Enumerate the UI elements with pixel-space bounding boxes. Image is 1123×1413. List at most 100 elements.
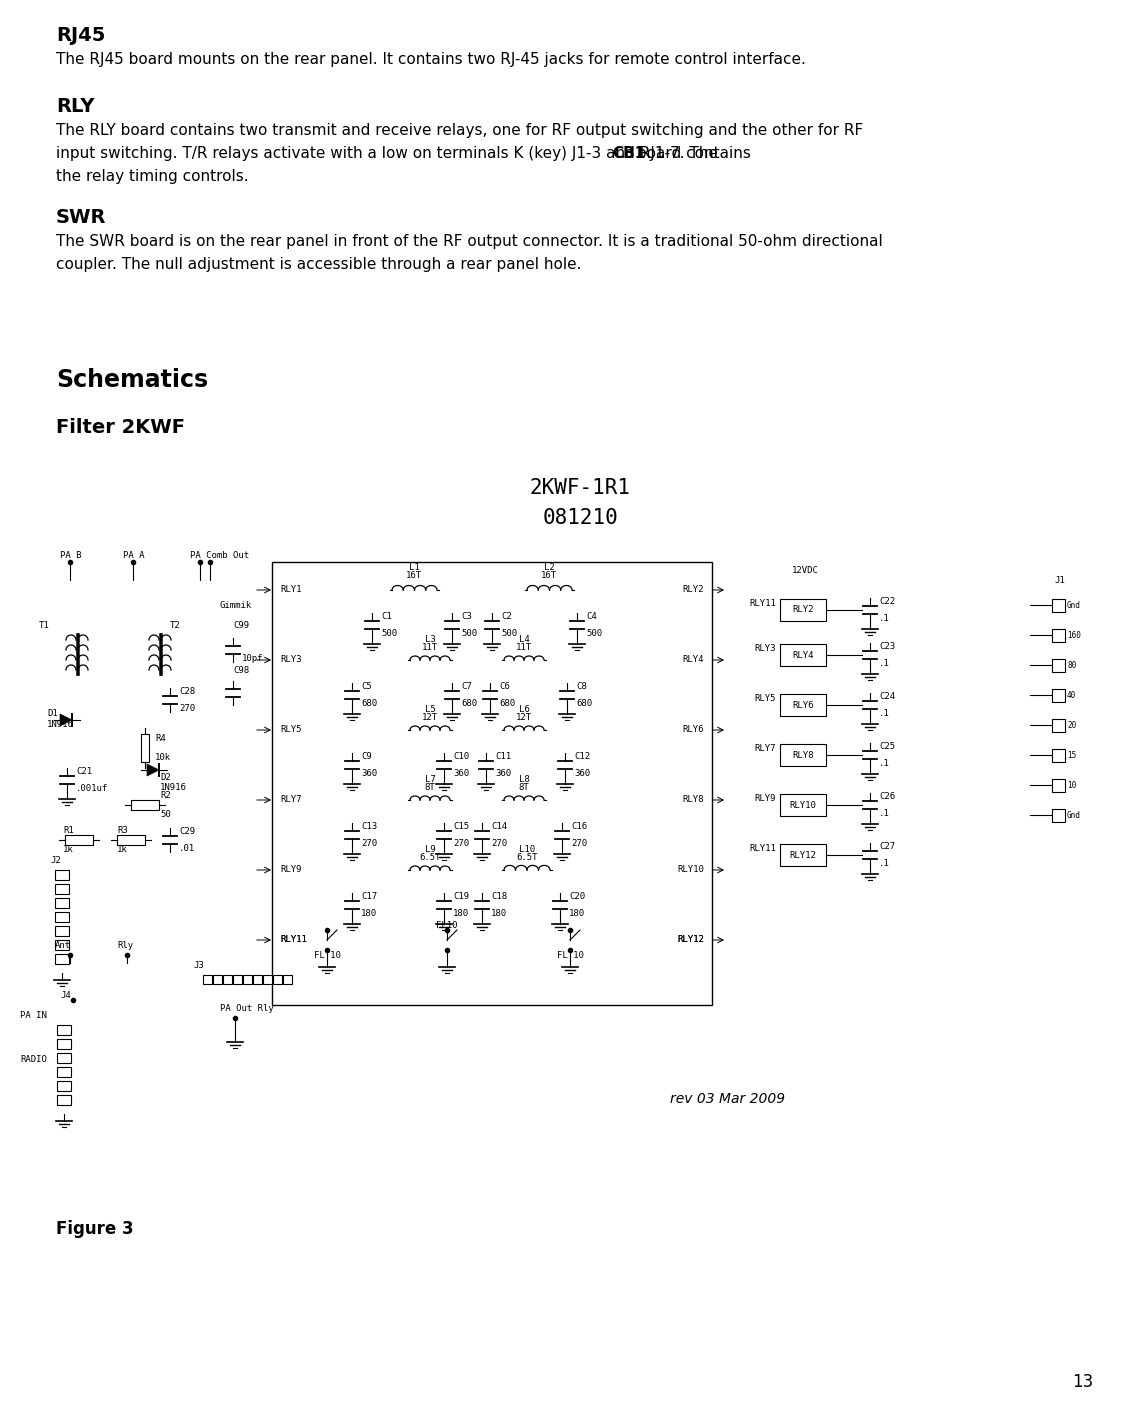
Text: Gnd: Gnd <box>1067 811 1080 820</box>
Text: L10: L10 <box>519 845 535 853</box>
Text: .1: .1 <box>879 859 889 868</box>
Bar <box>780 844 827 866</box>
Bar <box>203 975 212 983</box>
Bar <box>57 1053 71 1063</box>
Text: RLY12: RLY12 <box>677 935 704 944</box>
Text: C1: C1 <box>381 612 392 620</box>
Text: C27: C27 <box>879 842 895 851</box>
Text: RLY5: RLY5 <box>755 694 776 704</box>
Text: R4: R4 <box>155 733 166 743</box>
Text: C23: C23 <box>879 642 895 651</box>
Text: 11T: 11T <box>515 643 532 651</box>
Text: input switching. T/R relays activate with a low on terminals K (key) J1-3 and RJ: input switching. T/R relays activate wit… <box>56 146 723 161</box>
Bar <box>1052 658 1065 673</box>
Text: Ant: Ant <box>55 941 71 950</box>
Text: RLY12: RLY12 <box>677 935 704 944</box>
Text: 6.5T: 6.5T <box>517 853 538 862</box>
Text: 12T: 12T <box>515 714 532 722</box>
Text: RJ45: RJ45 <box>56 25 106 45</box>
Text: 500: 500 <box>586 629 602 639</box>
Text: Filter 2KWF: Filter 2KWF <box>56 418 185 437</box>
Text: D1: D1 <box>47 709 57 718</box>
Bar <box>55 899 69 909</box>
Text: T2: T2 <box>170 620 181 630</box>
Text: FL 10: FL 10 <box>313 951 340 959</box>
Bar <box>780 794 827 815</box>
Text: J1: J1 <box>1054 577 1065 585</box>
Text: T1: T1 <box>39 620 51 630</box>
Text: 500: 500 <box>381 629 398 639</box>
Text: RLY11: RLY11 <box>749 844 776 853</box>
Text: .01: .01 <box>179 844 195 853</box>
Bar <box>55 870 69 880</box>
Text: 10pf: 10pf <box>241 654 264 663</box>
Text: PA IN: PA IN <box>20 1010 47 1020</box>
Text: RLY8: RLY8 <box>792 750 814 760</box>
Text: 270: 270 <box>570 839 587 848</box>
Text: RLY11: RLY11 <box>280 935 307 944</box>
Text: Gimmik: Gimmik <box>220 601 253 610</box>
Text: C4: C4 <box>586 612 596 620</box>
Text: C11: C11 <box>495 752 511 762</box>
Text: J3: J3 <box>193 961 203 969</box>
Text: L5: L5 <box>424 705 436 714</box>
Text: .1: .1 <box>879 709 889 718</box>
Text: C18: C18 <box>491 892 508 901</box>
Text: 500: 500 <box>462 629 477 639</box>
Bar <box>1052 629 1065 642</box>
Text: L3: L3 <box>424 634 436 644</box>
Bar <box>1052 749 1065 762</box>
Text: L7: L7 <box>424 774 436 784</box>
Text: 12VDC: 12VDC <box>792 567 819 575</box>
Text: 13: 13 <box>1071 1373 1093 1390</box>
Bar <box>223 975 232 983</box>
Text: RLY9: RLY9 <box>280 866 301 875</box>
Text: 1N916: 1N916 <box>159 783 186 793</box>
Bar <box>283 975 292 983</box>
Text: 11T: 11T <box>422 643 438 651</box>
Text: C17: C17 <box>360 892 377 901</box>
Polygon shape <box>147 764 159 776</box>
Text: .1: .1 <box>879 759 889 769</box>
Polygon shape <box>60 714 72 726</box>
Text: C2: C2 <box>501 612 512 620</box>
Text: PA A: PA A <box>124 551 145 560</box>
Text: C12: C12 <box>574 752 590 762</box>
Text: The RJ45 board mounts on the rear panel. It contains two RJ-45 jacks for remote : The RJ45 board mounts on the rear panel.… <box>56 52 806 66</box>
Text: the relay timing controls.: the relay timing controls. <box>56 170 248 184</box>
Text: FL 10: FL 10 <box>557 951 584 959</box>
Text: L9: L9 <box>424 845 436 853</box>
Text: RADIO: RADIO <box>20 1056 47 1064</box>
Bar <box>213 975 222 983</box>
Bar <box>57 1039 71 1048</box>
Text: C21: C21 <box>76 767 92 776</box>
Text: 15: 15 <box>1067 750 1076 760</box>
Text: SWR: SWR <box>56 208 107 227</box>
Bar <box>117 835 145 845</box>
Text: Gnd: Gnd <box>1067 601 1080 609</box>
Text: board contains: board contains <box>632 146 751 161</box>
Bar <box>65 835 93 845</box>
Text: 1k: 1k <box>117 845 128 853</box>
Text: C22: C22 <box>879 598 895 606</box>
Text: CB1: CB1 <box>612 146 646 161</box>
Text: RLY4: RLY4 <box>792 650 814 660</box>
Bar <box>131 800 159 810</box>
Bar <box>57 1081 71 1091</box>
Text: PA Comb Out: PA Comb Out <box>190 551 249 560</box>
Bar <box>263 975 272 983</box>
Text: L6: L6 <box>519 705 529 714</box>
Text: 270: 270 <box>453 839 469 848</box>
Text: 360: 360 <box>453 769 469 779</box>
Text: RLY6: RLY6 <box>792 701 814 709</box>
Text: RLY8: RLY8 <box>683 796 704 804</box>
Bar <box>57 1067 71 1077</box>
Text: 80: 80 <box>1067 660 1076 670</box>
Bar <box>253 975 262 983</box>
Text: 2KWF-1R1: 2KWF-1R1 <box>530 478 630 497</box>
Text: J2: J2 <box>51 856 61 865</box>
Text: C29: C29 <box>179 827 195 836</box>
Text: 8T: 8T <box>424 783 436 793</box>
Text: RLY7: RLY7 <box>280 796 301 804</box>
Text: 1k: 1k <box>63 845 74 853</box>
